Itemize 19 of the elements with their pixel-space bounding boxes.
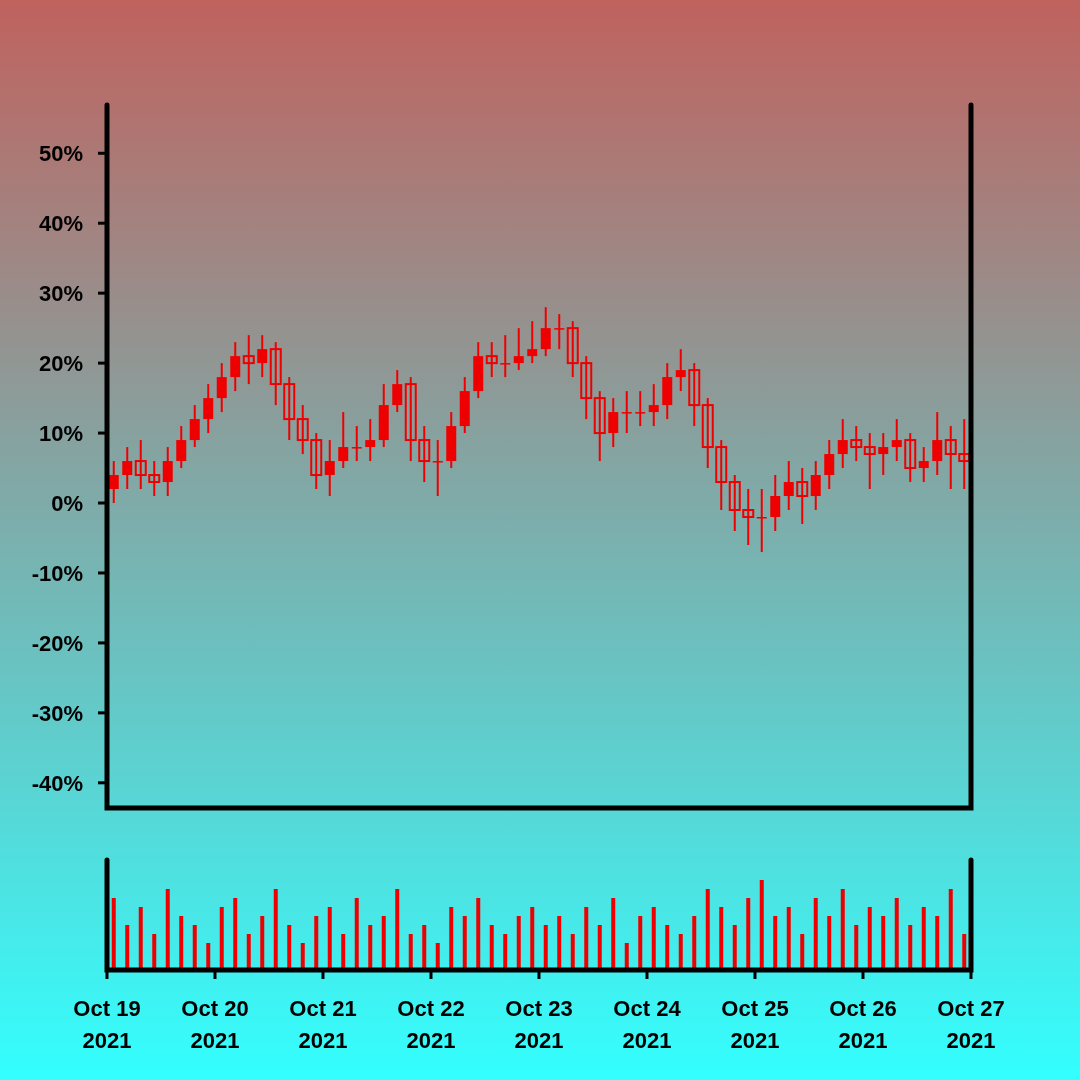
x-tick-label: Oct 19 2021 [73, 996, 141, 1053]
x-tick-label: Oct 20 2021 [181, 996, 249, 1053]
y-tick-label: 40% [38, 210, 83, 236]
x-tick-label: Oct 25 2021 [721, 996, 789, 1053]
x-tick-label: Oct 21 2021 [289, 996, 357, 1053]
x-tick-label: Oct 24 2021 [613, 996, 682, 1053]
y-tick-label: 0% [51, 490, 83, 516]
x-tick-label: Oct 23 2021 [505, 996, 573, 1053]
y-tick-label: 20% [38, 350, 83, 376]
x-tick-label: Oct 27 2021 [937, 996, 1005, 1053]
y-tick-label: -40% [31, 770, 83, 796]
y-tick-label: -10% [31, 560, 83, 586]
y-tick-label: -30% [31, 700, 83, 726]
x-tick-label: Oct 22 2021 [397, 996, 465, 1053]
y-tick-label: 30% [38, 280, 83, 306]
y-tick-label: 10% [38, 420, 83, 446]
y-tick-label: -20% [31, 630, 83, 656]
y-tick-label: 50% [38, 140, 83, 166]
x-tick-label: Oct 26 2021 [829, 996, 897, 1053]
